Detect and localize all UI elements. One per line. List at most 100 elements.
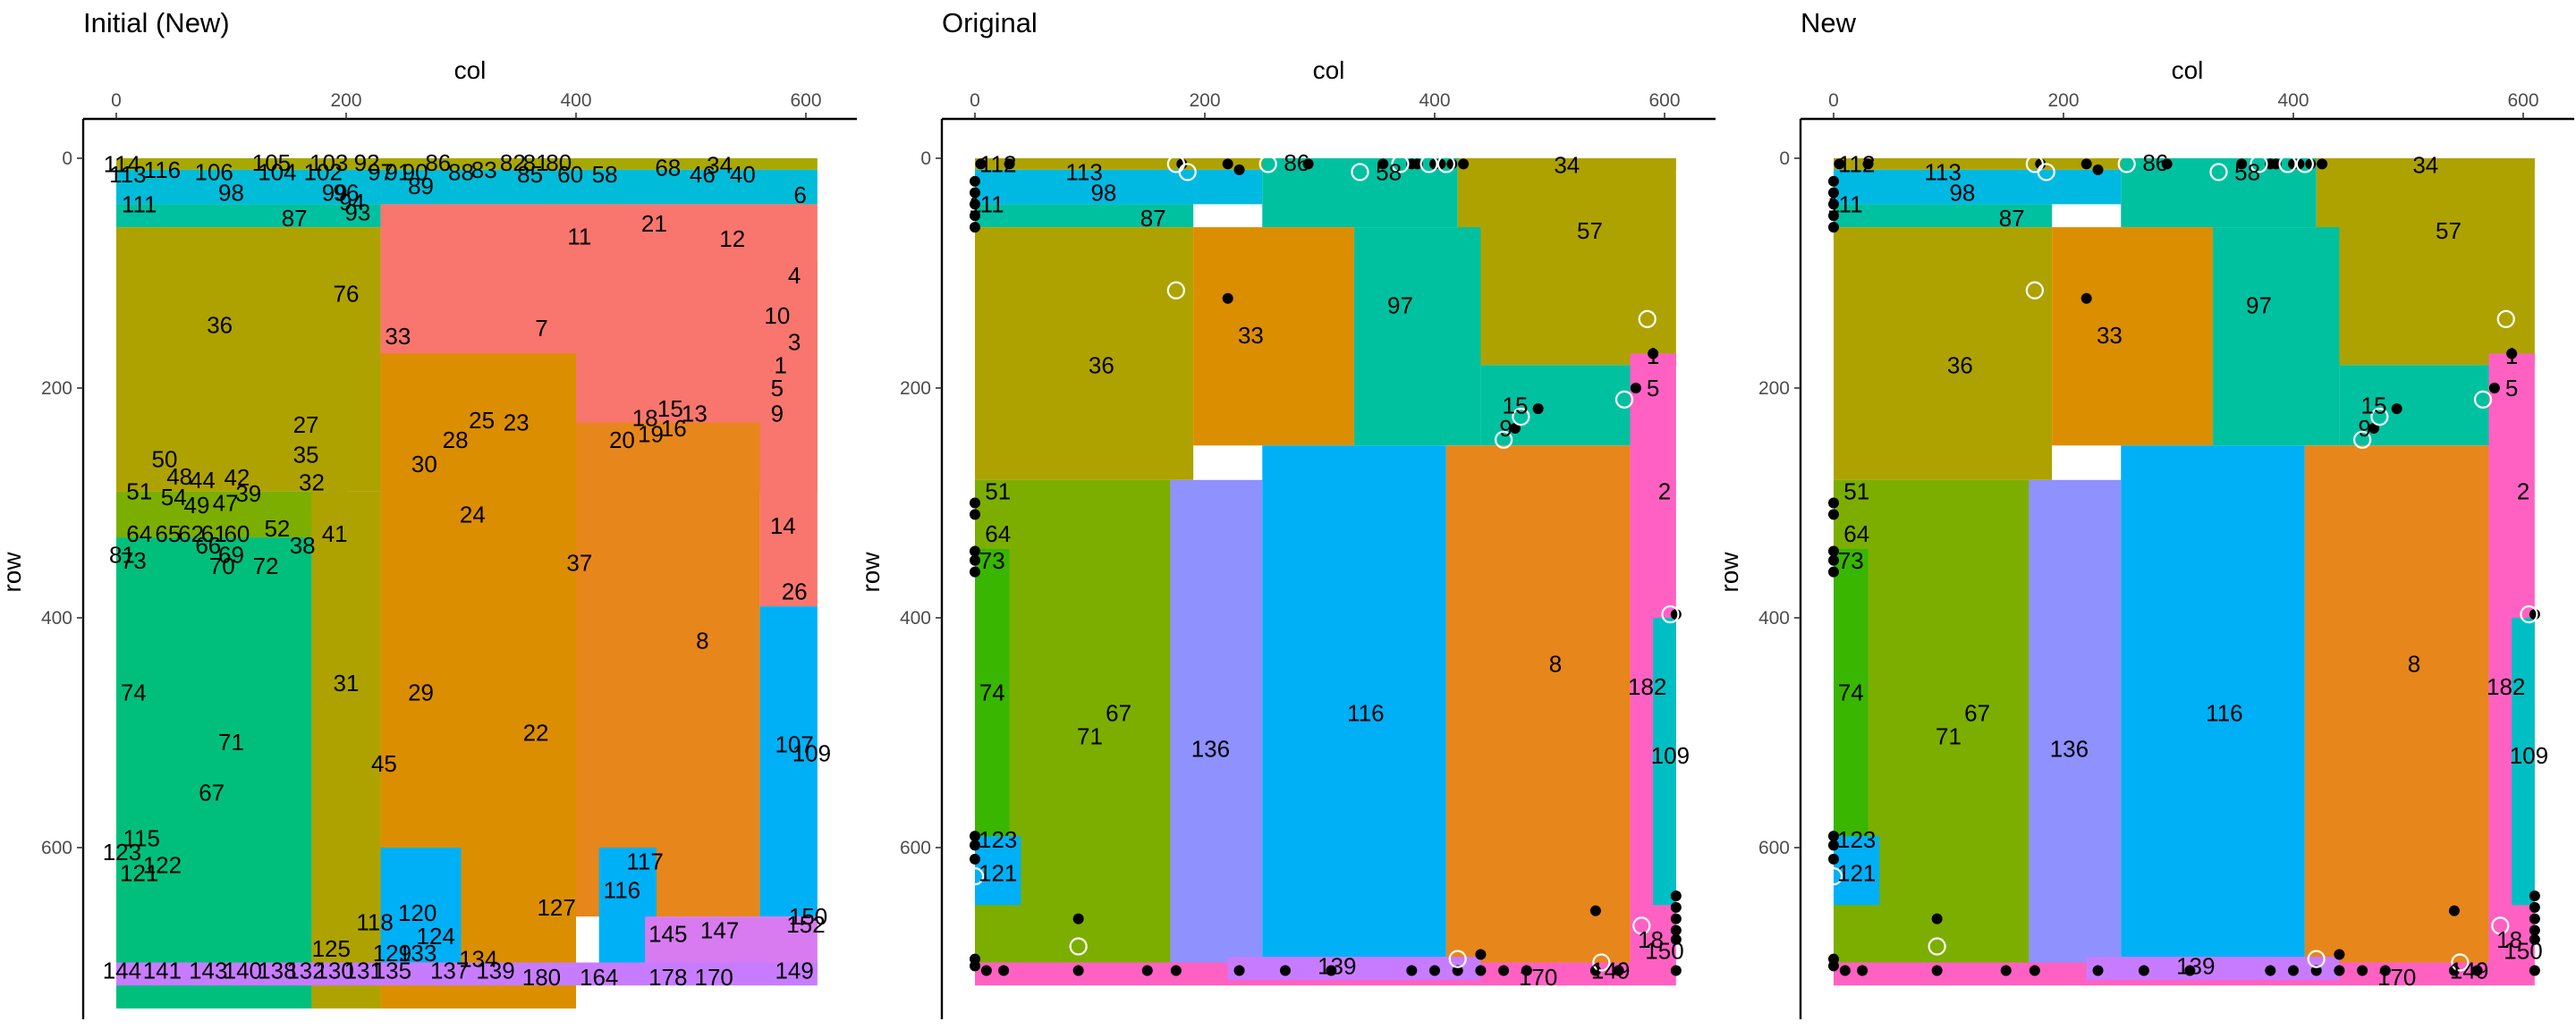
- seed-point-filled: [970, 198, 980, 210]
- region-label: 136: [2050, 735, 2089, 762]
- region-fill: [2304, 445, 2489, 963]
- seed-point-filled: [1828, 840, 1839, 851]
- seed-point-filled: [1326, 965, 1337, 976]
- region-fill: [975, 836, 1021, 906]
- region-label: 18: [632, 404, 658, 431]
- seed-point-filled: [970, 222, 980, 233]
- x-tick-label: 600: [2507, 90, 2538, 111]
- region-label: 18: [2496, 926, 2522, 953]
- region-label: 3: [788, 329, 801, 356]
- region-label: 67: [1106, 700, 1131, 727]
- region-label: 134: [459, 946, 497, 973]
- region-label: 90: [402, 158, 428, 185]
- region-label: 138: [258, 957, 296, 984]
- region-label: 93: [344, 198, 370, 225]
- seed-point-filled: [1532, 403, 1544, 415]
- region-label: 64: [985, 520, 1011, 547]
- seed-point-open: [2295, 155, 2314, 173]
- seed-point-open: [1632, 916, 1651, 935]
- region-fill: [1354, 227, 1481, 446]
- region-label: 9: [2358, 415, 2370, 442]
- y-tick-label: 0: [62, 148, 72, 169]
- seed-point-filled: [1828, 509, 1839, 520]
- seed-point-filled: [1862, 158, 1874, 170]
- region-label: 8: [696, 628, 708, 654]
- region-label: 99: [322, 180, 348, 207]
- y-tick-label: 600: [1758, 838, 1790, 858]
- region-label: 135: [373, 957, 411, 984]
- seed-point-filled: [1072, 965, 1084, 976]
- seed-point-filled: [1613, 965, 1624, 976]
- seed-point-filled: [1857, 965, 1868, 976]
- region-label: 133: [398, 940, 436, 967]
- seed-point-filled: [1411, 158, 1423, 170]
- seed-point-filled: [1406, 965, 1418, 976]
- seed-point-filled: [2138, 965, 2149, 976]
- region-label: 32: [299, 469, 325, 495]
- region-label: 21: [641, 210, 667, 237]
- region-label: 8: [1549, 650, 1562, 677]
- seed-point-open: [1494, 430, 1513, 449]
- region-label: 15: [2360, 392, 2386, 418]
- region-label: 51: [126, 478, 152, 505]
- region-label: 150: [1645, 938, 1683, 965]
- region-fill: [1653, 618, 1676, 906]
- region-label: 74: [121, 680, 147, 706]
- region-label: 149: [2450, 957, 2488, 984]
- region-label: 123: [1837, 826, 1876, 853]
- seed-point-filled: [970, 545, 980, 557]
- region-label: 121: [1837, 859, 1876, 886]
- y-tick-label: 600: [41, 838, 72, 858]
- region-label: 143: [189, 957, 227, 984]
- region-fill: [1834, 227, 2053, 480]
- region-label: 49: [183, 492, 209, 519]
- seed-point-open: [1824, 867, 1843, 886]
- region-label: 36: [1947, 351, 1973, 378]
- region-label: 33: [1238, 322, 1264, 349]
- seed-point-open: [2025, 281, 2044, 300]
- seed-point-filled: [1931, 965, 1943, 976]
- region-label: 81: [523, 149, 549, 176]
- region-label: 36: [1089, 351, 1114, 378]
- region-label: 124: [417, 923, 455, 950]
- region-label: 123: [103, 839, 141, 865]
- region-label: 149: [775, 957, 813, 984]
- region-label: 44: [190, 467, 216, 494]
- region-label: 5: [1647, 375, 1659, 401]
- region-label: 73: [1838, 547, 1864, 574]
- x-tick-label: 600: [790, 90, 821, 111]
- region-label: 18: [1638, 926, 1664, 953]
- seed-point-filled: [970, 497, 980, 509]
- region-label: 116: [1347, 700, 1384, 727]
- x-tick-label: 400: [560, 90, 591, 111]
- x-tick-label: 0: [970, 90, 980, 111]
- seed-point-filled: [1072, 913, 1084, 924]
- y-axis-title: row: [0, 552, 26, 593]
- region-label: 182: [2487, 673, 2525, 700]
- y-tick-label: 200: [41, 378, 72, 399]
- seed-point-filled: [2334, 965, 2345, 976]
- seed-point-filled: [1498, 965, 1510, 976]
- region-label: 131: [344, 957, 383, 984]
- region-label: 22: [523, 720, 549, 747]
- region-label: 5: [2505, 375, 2518, 401]
- region-label: 68: [655, 154, 681, 181]
- region-label: 170: [2377, 964, 2416, 991]
- region-label: 71: [1077, 722, 1103, 749]
- seed-point-filled: [2080, 292, 2092, 304]
- seed-point-filled: [2357, 965, 2368, 976]
- region-label: 45: [371, 750, 397, 777]
- region-label: 107: [775, 730, 813, 757]
- seed-point-filled: [1670, 924, 1682, 936]
- seed-point-open: [1258, 155, 1277, 173]
- region-label: 1: [774, 351, 786, 378]
- seed-point-filled: [2529, 609, 2540, 621]
- region-label: 76: [334, 281, 360, 308]
- seed-point-open: [1069, 937, 1088, 956]
- region-label: 15: [1502, 392, 1528, 418]
- seed-point-open: [1614, 390, 1634, 409]
- region-fill: [116, 227, 381, 492]
- seed-point-filled: [1828, 497, 1839, 509]
- seed-point-filled: [1828, 554, 1839, 566]
- region-fill: [1445, 445, 1631, 963]
